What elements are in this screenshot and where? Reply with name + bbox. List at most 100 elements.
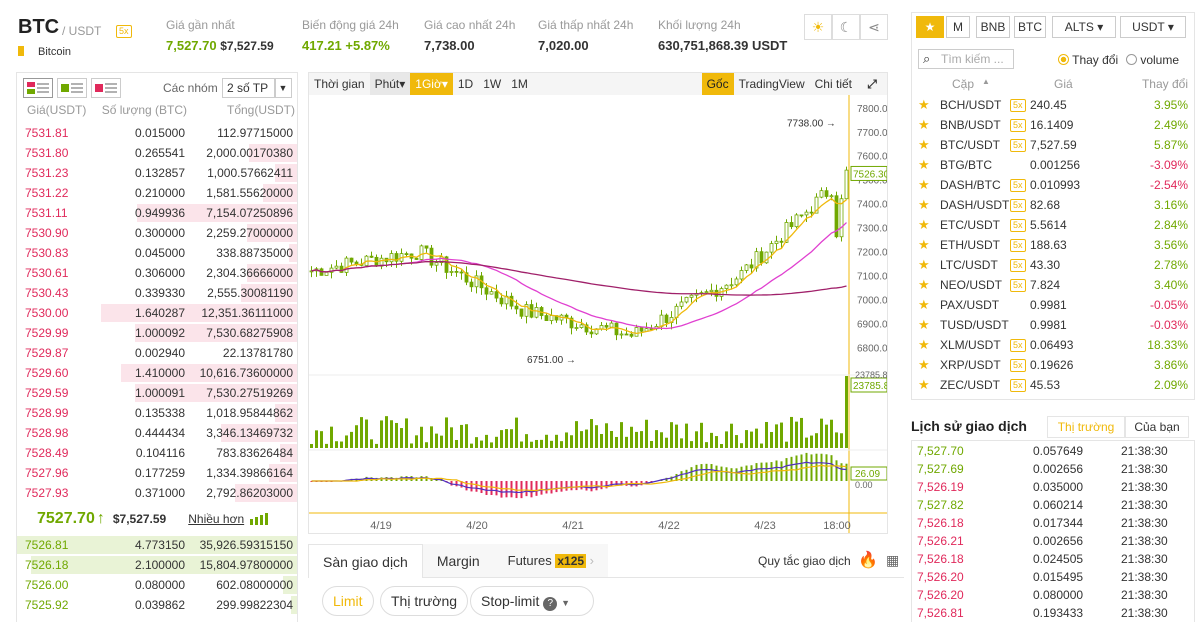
interval-1w[interactable]: 1W <box>483 77 502 91</box>
tab-margin-market[interactable]: M <box>946 16 970 38</box>
orderbook-row[interactable]: 7530.83 0.045000 338.88735000 <box>17 243 297 263</box>
orderbook-row[interactable]: 7530.90 0.300000 2,259.27000000 <box>17 223 297 243</box>
market-row[interactable]: ★ DASH/USDT 5x 82.68 3.16% <box>912 195 1194 215</box>
orderbook-row[interactable]: 7529.59 1.000091 7,530.27519269 <box>17 383 297 403</box>
market-row[interactable]: ★ NEO/USDT 5x 7.824 3.40% <box>912 275 1194 295</box>
orderbook-row[interactable]: 7530.61 0.306000 2,304.36666000 <box>17 263 297 283</box>
star-icon[interactable]: ★ <box>918 257 930 272</box>
orderbook-row[interactable]: 7525.92 0.039862 299.99822304 <box>17 595 297 615</box>
tab-bnb[interactable]: BNB <box>976 16 1010 38</box>
order-type-limit[interactable]: Limit <box>322 586 374 616</box>
radio-change[interactable]: Thay đổi <box>1058 53 1118 67</box>
orderbook-row[interactable]: 7531.80 0.265541 2,000.00170380 <box>17 143 297 163</box>
orderbook-row[interactable]: 7528.99 0.135338 1,018.95844862 <box>17 403 297 423</box>
volume-bar <box>415 435 418 448</box>
sun-icon[interactable]: ☀ <box>804 14 832 40</box>
market-row[interactable]: ★ BCH/USDT 5x 240.45 3.95% <box>912 95 1194 115</box>
group-select[interactable]: 2 số TP <box>222 78 276 98</box>
volume-bar <box>665 437 668 448</box>
market-row[interactable]: ★ ETC/USDT 5x 5.5614 2.84% <box>912 215 1194 235</box>
radio-volume[interactable]: volume <box>1126 53 1179 67</box>
orderbook-row[interactable]: 7527.96 0.177259 1,334.39866164 <box>17 463 297 483</box>
market-row[interactable]: ★ XRP/USDT 5x 0.19626 3.86% <box>912 355 1194 375</box>
star-icon[interactable]: ★ <box>918 377 930 392</box>
orderbook-row[interactable]: 7529.87 0.002940 22.13781780 <box>17 343 297 363</box>
fullscreen-icon[interactable]: ⤢ <box>867 77 877 91</box>
tab-btc[interactable]: BTC <box>1014 16 1046 38</box>
orderbook-row[interactable]: 7526.18 2.100000 15,804.97800000 <box>17 555 297 575</box>
star-icon[interactable]: ★ <box>918 117 930 132</box>
star-icon[interactable]: ★ <box>918 357 930 372</box>
star-icon[interactable]: ★ <box>918 317 930 332</box>
asks-only-mode-icon[interactable] <box>91 78 121 98</box>
order-type-stop-limit[interactable]: Stop-limit ? ▼ <box>470 586 594 616</box>
orderbook-row[interactable]: 7529.60 1.410000 10,616.73600000 <box>17 363 297 383</box>
market-row[interactable]: ★ DASH/BTC 5x 0.010993 -2.54% <box>912 175 1194 195</box>
star-icon[interactable]: ★ <box>918 157 930 172</box>
orderbook-row[interactable]: 7527.93 0.371000 2,792.86203000 <box>17 483 297 503</box>
order-total: 35,926.59315150 <box>199 538 293 552</box>
moon-icon[interactable]: ☾ <box>832 14 860 40</box>
orderbook-row[interactable]: 7531.81 0.015000 112.97715000 <box>17 123 297 143</box>
orderbook-row[interactable]: 7531.22 0.210000 1,581.55620000 <box>17 183 297 203</box>
tab-usdt[interactable]: USDT ▾ <box>1120 16 1186 38</box>
market-row[interactable]: ★ ETH/USDT 5x 188.63 3.56% <box>912 235 1194 255</box>
orderbook-row[interactable]: 7526.00 0.080000 602.08000000 <box>17 575 297 595</box>
star-icon[interactable]: ★ <box>918 337 930 352</box>
minute-dropdown[interactable]: Phút▾ <box>369 73 411 95</box>
price-chart[interactable]: Thời gian Phút▾ 1Giờ▾ 1D 1W 1M Gốc Tradi… <box>308 72 888 534</box>
market-row[interactable]: ★ BTG/BTC 0.001256 -3.09% <box>912 155 1194 175</box>
trading-rules-link[interactable]: Quy tắc giao dịch <box>758 554 851 568</box>
tab-futures[interactable]: Futures x125 › <box>493 544 609 578</box>
share-icon[interactable]: ⋖ <box>860 14 888 40</box>
orderbook-row[interactable]: 7530.00 1.640287 12,351.36111000 <box>17 303 297 323</box>
star-icon[interactable]: ★ <box>918 297 930 312</box>
interval-1m[interactable]: 1M <box>511 77 528 91</box>
tradingview-button[interactable]: TradingView <box>738 77 805 91</box>
details-button[interactable]: Chi tiết <box>814 77 852 91</box>
market-pair: XRP/USDT <box>940 358 1001 372</box>
favorites-star-icon[interactable]: ★ <box>916 16 944 38</box>
tab-margin[interactable]: Margin <box>422 544 494 578</box>
orderbook-row[interactable]: 7526.81 4.773150 35,926.59315150 <box>17 535 297 555</box>
tab-spot[interactable]: Sàn giao dịch <box>308 544 423 578</box>
orderbook-row[interactable]: 7531.11 0.949936 7,154.07250896 <box>17 203 297 223</box>
star-icon[interactable]: ★ <box>918 177 930 192</box>
star-icon[interactable]: ★ <box>918 277 930 292</box>
search-input[interactable]: ⌕ Tìm kiếm ... <box>918 49 1014 69</box>
star-icon[interactable]: ★ <box>918 237 930 252</box>
market-row[interactable]: ★ ZEC/USDT 5x 45.53 2.09% <box>912 375 1194 395</box>
both-sides-mode-icon[interactable] <box>23 78 53 98</box>
volume-bar <box>510 429 513 448</box>
chevron-down-icon[interactable]: ▼ <box>274 78 292 98</box>
market-row[interactable]: ★ PAX/USDT 0.9981 -0.05% <box>912 295 1194 315</box>
orderbook-row[interactable]: 7528.49 0.104116 783.83626484 <box>17 443 297 463</box>
market-row[interactable]: ★ BTC/USDT 5x 7,527.59 5.87% <box>912 135 1194 155</box>
interval-1d[interactable]: 1D <box>457 77 474 91</box>
star-icon[interactable]: ★ <box>918 97 930 112</box>
more-link[interactable]: Nhiều hơn <box>188 512 245 526</box>
order-type-market[interactable]: Thị trường <box>380 586 469 616</box>
tab-my-trades[interactable]: Của bạn <box>1125 416 1189 438</box>
hour-dropdown[interactable]: 1Giờ▾ <box>410 73 453 95</box>
orderbook-row[interactable]: 7529.99 1.000092 7,530.68275908 <box>17 323 297 343</box>
depth-bar <box>269 464 297 482</box>
star-icon[interactable]: ★ <box>918 137 930 152</box>
candle <box>524 304 529 317</box>
bids-only-mode-icon[interactable] <box>57 78 87 98</box>
macd-bar <box>540 481 543 495</box>
star-icon[interactable]: ★ <box>918 197 930 212</box>
market-row[interactable]: ★ LTC/USDT 5x 43.30 2.78% <box>912 255 1194 275</box>
tab-market-trades[interactable]: Thị trường <box>1047 416 1125 438</box>
macd-bar <box>545 481 548 494</box>
calculator-icon[interactable]: ▦ <box>886 552 900 568</box>
market-row[interactable]: ★ BNB/USDT 5x 16.1409 2.49% <box>912 115 1194 135</box>
orderbook-row[interactable]: 7528.98 0.444434 3,346.13469732 <box>17 423 297 443</box>
orderbook-row[interactable]: 7531.23 0.132857 1,000.57662411 <box>17 163 297 183</box>
market-row[interactable]: ★ XLM/USDT 5x 0.06493 18.33% <box>912 335 1194 355</box>
tab-alts[interactable]: ALTS ▾ <box>1052 16 1116 38</box>
original-view-button[interactable]: Gốc <box>701 73 734 95</box>
orderbook-row[interactable]: 7530.43 0.339330 2,555.30081190 <box>17 283 297 303</box>
market-row[interactable]: ★ TUSD/USDT 0.9981 -0.03% <box>912 315 1194 335</box>
star-icon[interactable]: ★ <box>918 217 930 232</box>
